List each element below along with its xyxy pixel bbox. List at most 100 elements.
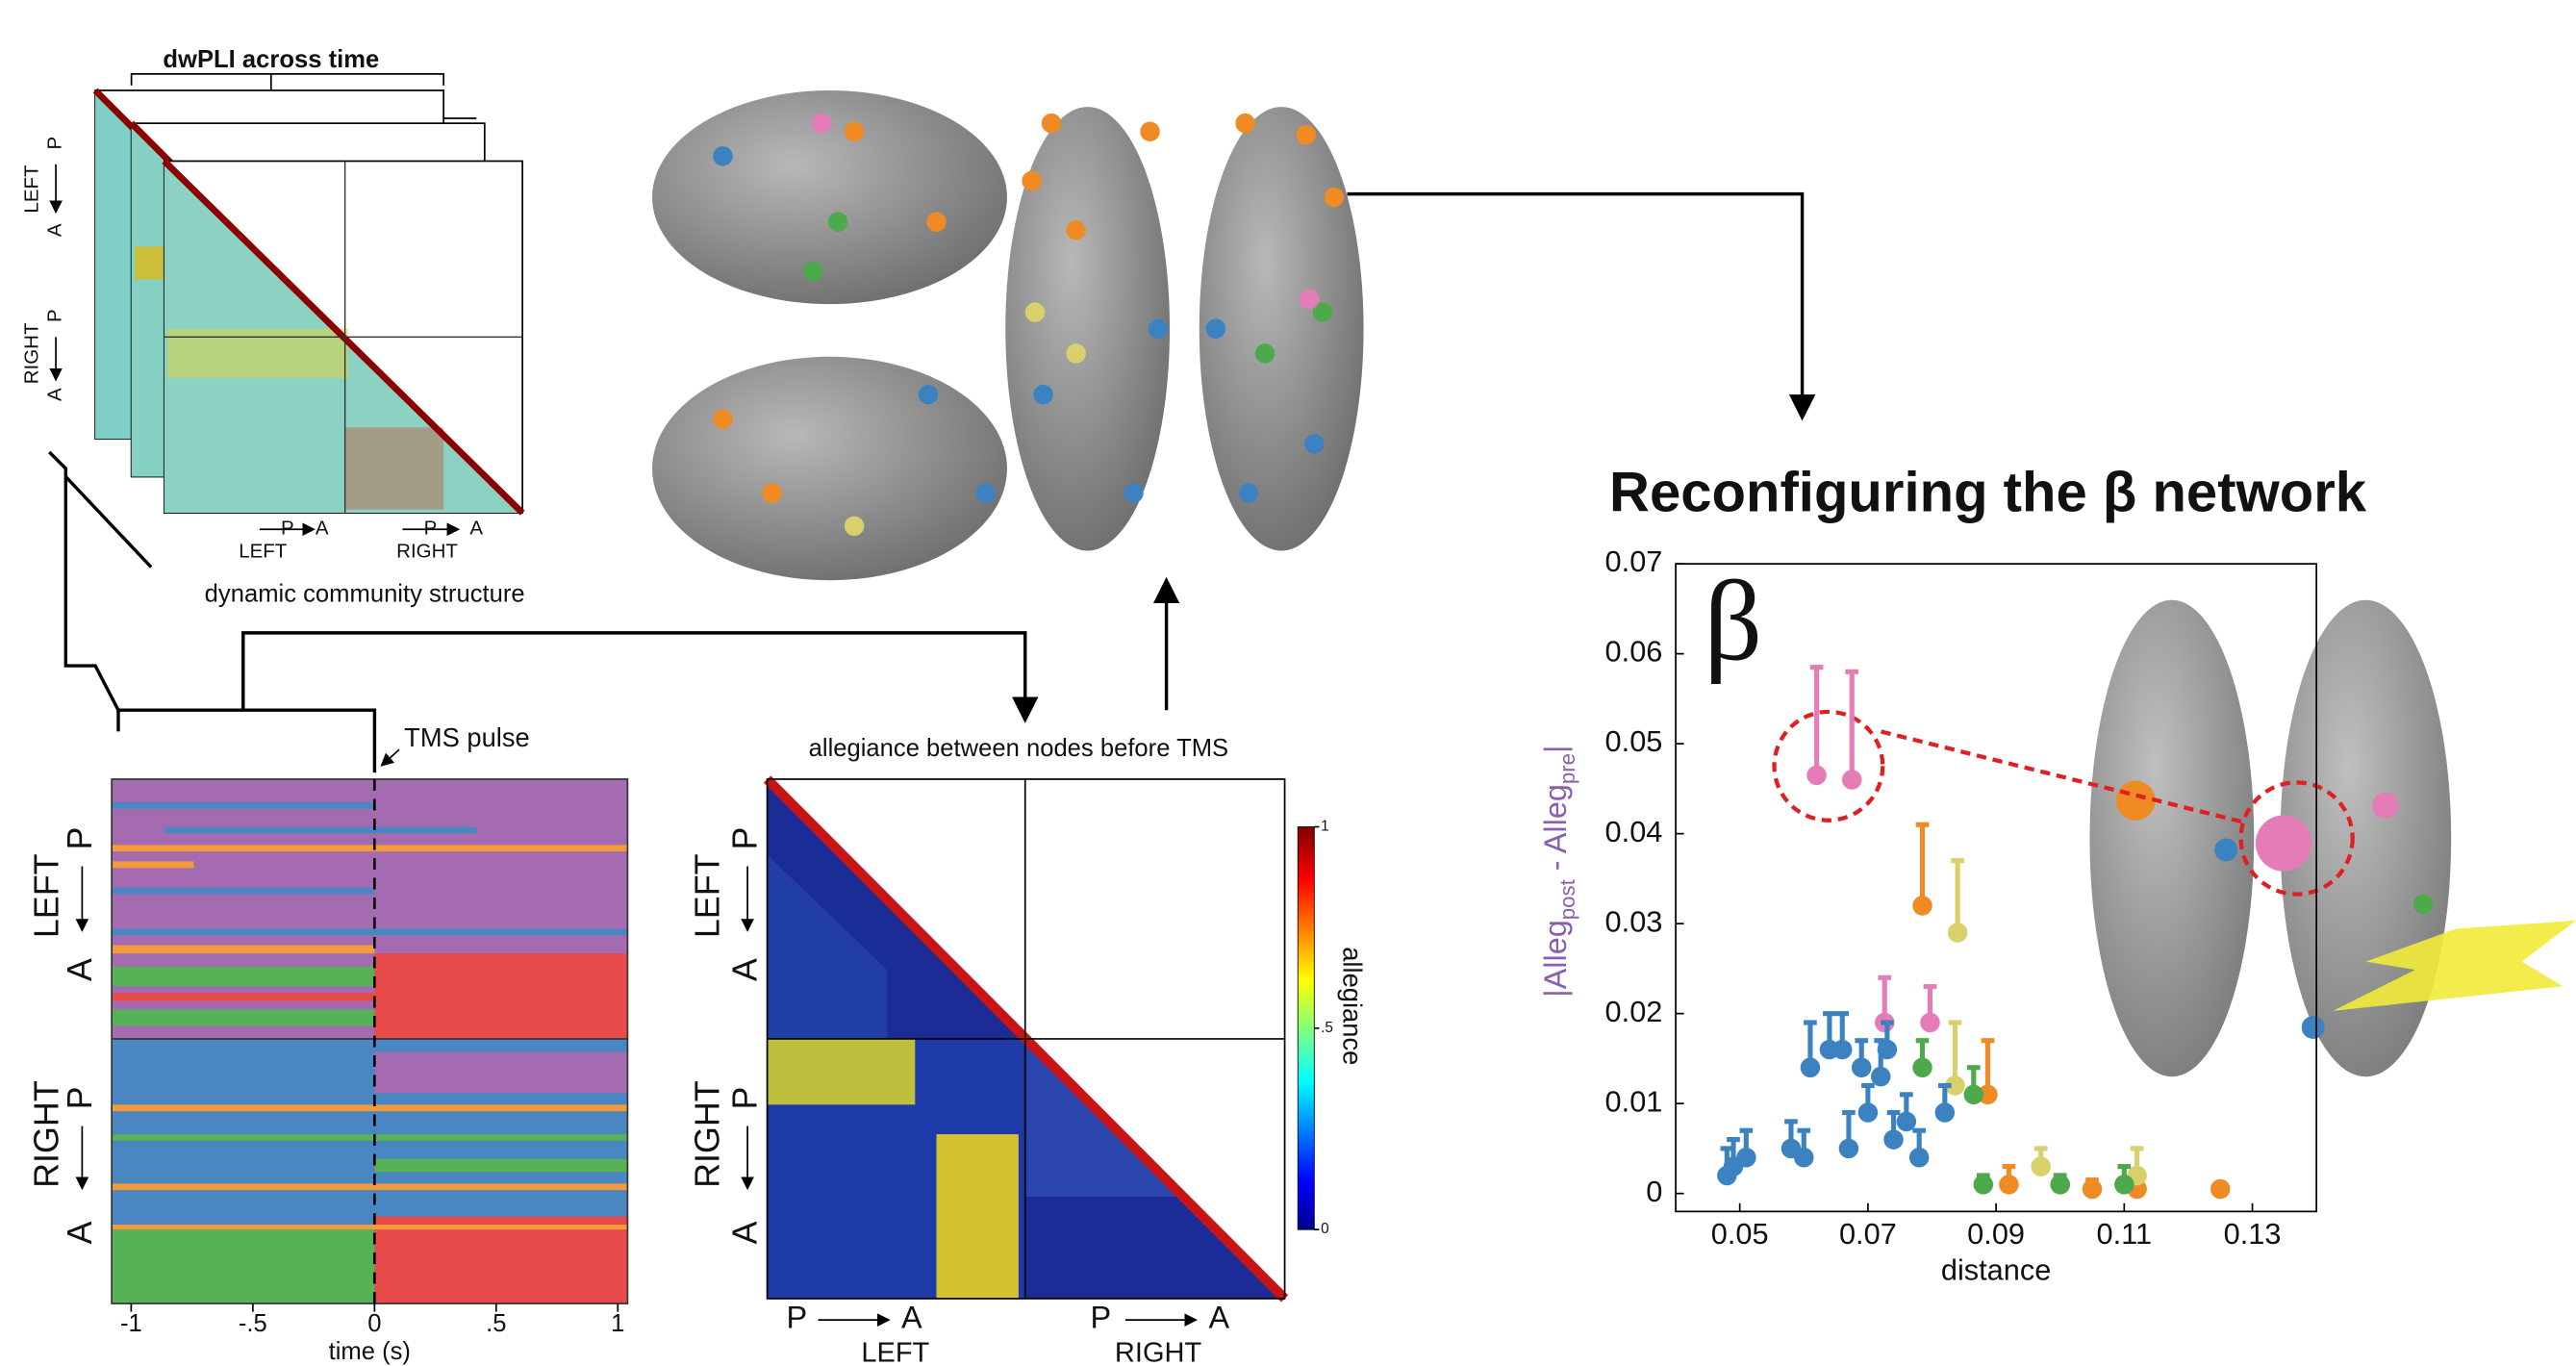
label: A (43, 388, 65, 401)
label: A (469, 518, 483, 540)
point (1973, 1175, 1994, 1195)
label: A (1208, 1301, 1229, 1335)
point (1841, 770, 1862, 790)
colorbar-tick-label: 1 (1321, 819, 1329, 835)
x-tick-label: 0.11 (2097, 1217, 2153, 1251)
colorbar-tick-label: .5 (1321, 1020, 1333, 1036)
point (1999, 1175, 2019, 1195)
label: P (281, 518, 294, 540)
point (1963, 1084, 1984, 1105)
beta-symbol: β (1704, 556, 1762, 684)
label: LEFT (688, 853, 726, 938)
panel-title: dwPLI across time (163, 46, 379, 73)
x-tick-label: 0.05 (1711, 1217, 1769, 1251)
label: A (61, 1222, 99, 1245)
x-tick-label: -1 (120, 1310, 142, 1337)
annotation: TMS pulse (404, 722, 530, 752)
label: A (726, 958, 765, 981)
point (2210, 1178, 2231, 1200)
point (1912, 1057, 1932, 1078)
point (1896, 1111, 1917, 1132)
point (1883, 1129, 1904, 1150)
point (1870, 1066, 1891, 1087)
panel-title: allegiance between nodes before TMS (809, 735, 1228, 762)
point (2031, 1156, 2051, 1176)
x-tick-label: 1 (611, 1310, 624, 1337)
point (1877, 1039, 1898, 1060)
y-axis-label-part: - Alleg (1538, 784, 1573, 879)
label: P (787, 1301, 808, 1335)
y-tick-label: 0.06 (1605, 635, 1663, 669)
point (2114, 1175, 2134, 1195)
beta-overlay (1772, 599, 2576, 1077)
x-tick-label: 0 (367, 1310, 381, 1337)
label: P (1090, 1301, 1111, 1335)
x-tick-label: 0.07 (1839, 1217, 1897, 1251)
x-tick-label: -.5 (239, 1310, 267, 1337)
label: A (901, 1301, 922, 1335)
label: LEFT (21, 164, 43, 214)
y-tick-label: 0.01 (1605, 1084, 1663, 1118)
point (1851, 1057, 1872, 1078)
point (1736, 1148, 1756, 1168)
label: RIGHT (396, 541, 458, 563)
point (1908, 1148, 1930, 1168)
label: LEFT (861, 1338, 929, 1366)
label: P (43, 309, 65, 322)
x-tick-label: .5 (486, 1310, 506, 1337)
label: LEFT (239, 541, 288, 563)
point (2050, 1175, 2070, 1195)
x-axis-label: distance (1941, 1253, 2052, 1287)
community-stripes (111, 778, 629, 1304)
label: P (61, 1087, 99, 1110)
point (1920, 1012, 1940, 1033)
annotation-arrow (380, 748, 400, 767)
chart-title: Reconfiguring the β network (1609, 461, 2367, 523)
label: RIGHT (21, 322, 43, 384)
colorbar-label: allegiance (1338, 947, 1368, 1065)
point (2082, 1178, 2103, 1200)
label: RIGHT (28, 1080, 66, 1188)
y-tick-label: 0.02 (1605, 995, 1663, 1028)
brain-renders (652, 89, 1364, 581)
x-axis-label: time (s) (329, 1338, 411, 1365)
y-axis-label-part: | (1538, 746, 1573, 753)
label: P (726, 827, 765, 850)
dwpli-stack (49, 73, 525, 537)
y-tick-label: 0 (1646, 1175, 1662, 1208)
point (1857, 1102, 1879, 1123)
y-tick-label: 0.03 (1605, 904, 1663, 938)
x-tick-label: 0.09 (1967, 1217, 2025, 1251)
colorbar-tick-label: 0 (1321, 1221, 1329, 1237)
point (1800, 1057, 1821, 1078)
label: A (726, 1222, 765, 1245)
point (1934, 1102, 1956, 1123)
label: A (61, 958, 99, 981)
y-axis-label-part: post (1555, 879, 1579, 920)
point (1912, 896, 1932, 916)
y-axis-label-part: |Alleg (1538, 920, 1573, 998)
y-axis-label-part: pre (1555, 753, 1579, 784)
label: P (61, 827, 99, 850)
point (1832, 1039, 1853, 1060)
y-tick-label: 0.05 (1605, 724, 1663, 758)
caption: dynamic community structure (205, 580, 525, 607)
label: P (726, 1087, 765, 1110)
connectors (48, 191, 1816, 773)
point (1838, 1138, 1859, 1159)
label: P (424, 518, 438, 540)
point (1794, 1148, 1814, 1168)
point (1947, 923, 1968, 943)
y-tick-label: 0.04 (1605, 815, 1663, 848)
y-tick-label: 0.07 (1605, 544, 1663, 578)
point (1978, 1084, 1998, 1105)
point (1945, 1075, 1965, 1096)
y-axis-label: |Allegpost - Allegpre| (1538, 746, 1580, 998)
label: RIGHT (688, 1080, 726, 1188)
point (1806, 765, 1827, 786)
label: LEFT (28, 853, 66, 938)
allegiance-matrix (75, 775, 1315, 1327)
x-tick-label: 0.13 (2224, 1217, 2282, 1251)
